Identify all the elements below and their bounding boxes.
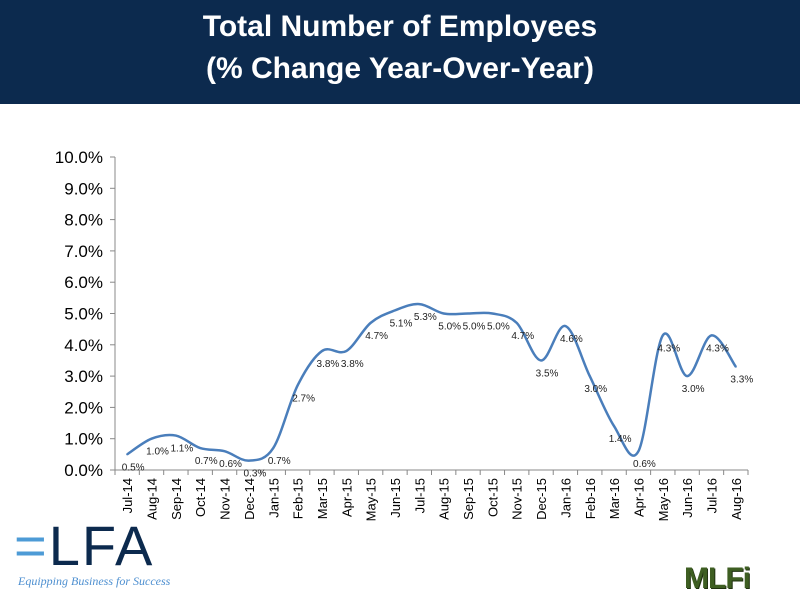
x-tick-label: Sep-15 (461, 478, 476, 520)
y-tick-label: 1.0% (64, 430, 103, 449)
data-point (369, 321, 372, 324)
x-tick-label: Mar-15 (315, 478, 330, 519)
x-tick-label: Jan-15 (266, 478, 281, 518)
data-label: 4.3% (657, 343, 680, 354)
y-tick-label: 4.0% (64, 336, 103, 355)
data-point (564, 325, 567, 328)
data-label: 4.3% (706, 343, 729, 354)
data-point (661, 334, 664, 337)
data-label: 1.4% (609, 434, 632, 445)
title-banner: Total Number of Employees (% Change Year… (0, 0, 800, 104)
x-tick-label: Apr-16 (631, 478, 646, 517)
data-point (150, 437, 153, 440)
data-label: 3.0% (584, 384, 607, 395)
data-point (491, 312, 494, 315)
data-series-line (126, 302, 737, 462)
data-label: 0.5% (122, 462, 145, 473)
data-point (734, 365, 737, 368)
data-label: 0.6% (219, 459, 242, 470)
data-point (686, 375, 689, 378)
y-tick-label: 0.0% (64, 461, 103, 480)
data-point (515, 321, 518, 324)
y-tick-label: 3.0% (64, 367, 103, 386)
x-tick-label: Jul-16 (704, 478, 719, 513)
data-label: 3.8% (317, 359, 340, 370)
x-tick-label: Dec-14 (242, 478, 257, 520)
data-point (710, 334, 713, 337)
x-tick-label: Jul-15 (412, 478, 427, 513)
data-label: 2.7% (292, 393, 315, 404)
data-label: 5.0% (463, 322, 486, 333)
data-label: 0.7% (268, 456, 291, 467)
x-tick-label: May-16 (656, 478, 671, 521)
data-label: 4.6% (560, 334, 583, 345)
data-point (272, 447, 275, 450)
y-tick-label: 7.0% (64, 242, 103, 261)
x-tick-label: Nov-15 (510, 478, 525, 520)
data-label: 3.3% (730, 375, 753, 386)
data-point (174, 434, 177, 437)
title-line-2: (% Change Year-Over-Year) (206, 52, 594, 85)
data-point (296, 384, 299, 387)
data-point (467, 312, 470, 315)
x-tick-label: Aug-14 (145, 478, 160, 520)
x-tick-label: Mar-16 (607, 478, 622, 519)
x-tick-label: Sep-14 (169, 478, 184, 520)
x-tick-label: Nov-14 (218, 478, 233, 520)
data-point (540, 359, 543, 362)
y-tick-label: 9.0% (64, 179, 103, 198)
title-line-1: Total Number of Employees (202, 10, 598, 43)
data-point (345, 350, 348, 353)
mlfi-logo: MLFi (684, 562, 751, 595)
data-label: 0.3% (244, 469, 267, 480)
data-point (247, 459, 250, 462)
x-tick-label: Oct-14 (193, 478, 208, 517)
data-point (613, 425, 616, 428)
y-tick-label: 2.0% (64, 398, 103, 417)
data-point (223, 450, 226, 453)
data-label: 5.3% (414, 312, 437, 323)
x-tick-label: Jul-14 (120, 478, 135, 513)
data-point (126, 453, 129, 456)
y-tick-label: 10.0% (55, 148, 103, 167)
elfa-tagline: Equipping Business for Success (18, 574, 171, 588)
x-tick-label: Oct-15 (485, 478, 500, 517)
x-tick-label: Aug-15 (437, 478, 452, 520)
x-tick-label: Jun-15 (388, 478, 403, 518)
x-tick-label: Apr-15 (339, 478, 354, 517)
data-label: 3.0% (682, 384, 705, 395)
data-label: 5.0% (438, 322, 461, 333)
x-tick-label: Feb-16 (583, 478, 598, 519)
data-label: 0.7% (195, 456, 218, 467)
data-label: 0.6% (633, 459, 656, 470)
data-label: 1.0% (146, 447, 169, 458)
y-tick-label: 5.0% (64, 305, 103, 324)
x-tick-label: Dec-15 (534, 478, 549, 520)
data-point (442, 312, 445, 315)
data-label: 5.0% (487, 322, 510, 333)
x-tick-label: Jun-16 (680, 478, 695, 518)
x-tick-label: Feb-15 (291, 478, 306, 519)
data-label: 4.7% (365, 331, 388, 342)
data-label: 3.8% (341, 359, 364, 370)
data-point (588, 375, 591, 378)
data-point (320, 350, 323, 353)
elfa-logo: =LFA Equipping Business for Success (14, 514, 171, 589)
data-label: 1.1% (170, 444, 193, 455)
data-point (393, 309, 396, 312)
x-tick-label: Aug-16 (729, 478, 744, 520)
data-point (199, 447, 202, 450)
x-tick-label: May-15 (364, 478, 379, 521)
data-label: 4.7% (511, 331, 534, 342)
x-tick-label: Jan-16 (558, 478, 573, 518)
y-tick-label: 6.0% (64, 273, 103, 292)
data-label: 5.1% (390, 318, 413, 329)
data-point (418, 303, 421, 306)
y-tick-label: 8.0% (64, 211, 103, 230)
data-point (637, 450, 640, 453)
data-label: 3.5% (536, 368, 559, 379)
